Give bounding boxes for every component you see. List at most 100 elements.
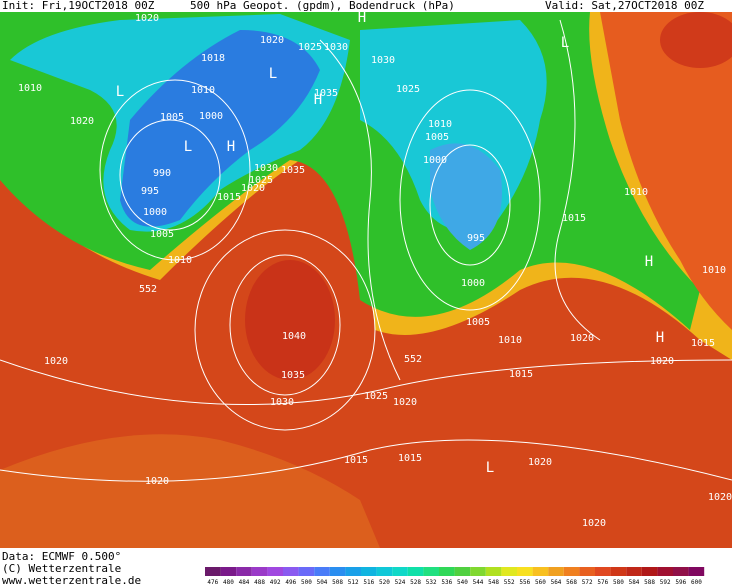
pressure-center: L [184,139,192,155]
isobar-label: 990 [153,168,171,179]
isobar-label: 552 [404,354,422,365]
isobar-label: 1020 [145,476,169,487]
colorbar-label: 512 [348,579,359,586]
colorbar-swatch [579,567,595,576]
colorbar-label: 504 [317,579,328,586]
colorbar-label: 576 [597,579,608,586]
isobar-label: 1010 [18,83,42,94]
init-text: Init: Fri,19OCT2018 00Z [2,0,155,12]
colorbar-swatch [376,567,393,576]
pressure-center: H [656,330,664,346]
colorbar-label: 516 [363,579,374,586]
colorbar-label: 496 [285,579,296,586]
colorbar-swatch [610,567,627,576]
isobar-label: 1035 [281,165,305,176]
colorbar-label: 552 [504,579,515,586]
colorbar-swatch [626,567,642,576]
colorbar-swatch [407,567,424,576]
colorbar-label: 584 [629,579,640,586]
isobars [0,19,732,482]
isobar-label: 1040 [282,331,306,342]
colorbar-swatch [345,567,361,576]
colorbar-swatch [361,567,377,576]
pressure-center: H [314,92,322,108]
isobar-label: 1010 [702,265,726,276]
website: www.wetterzentrale.de [2,574,141,587]
isobar-label: 1010 [624,187,648,198]
isobar-label: 552 [139,284,157,295]
colorbar-swatch [392,567,408,576]
isobar-label: 1015 [691,338,715,349]
colorbar-swatch [470,567,486,576]
isobar-label: 1000 [461,278,485,289]
pressure-center: L [486,460,494,476]
colorbar-swatch [641,567,658,576]
isobar-label: 1035 [281,370,305,381]
colorbar-swatch [329,567,346,576]
colorbar-swatch [532,567,549,576]
colorbar-swatch [267,567,283,576]
isobar-label: 1010 [498,335,522,346]
colorbar-label: 564 [551,579,562,586]
isobar-label: 1020 [241,183,265,194]
pressure-center: H [645,254,653,270]
data-source: Data: ECMWF 0.500° [2,550,121,563]
colorbar-label: 492 [270,579,281,586]
isobar-label: 1020 [570,333,594,344]
isobar-label: 1035 [314,88,338,99]
isobar-label: 1020 [393,397,417,408]
colorbar-swatch [439,567,455,576]
isobar-label: 1020 [70,116,94,127]
colorbar-swatch [673,567,689,576]
colorbar-label: 524 [395,579,406,586]
pressure-center: H [358,10,366,26]
colorbar-swatch [283,567,299,576]
colorbar-label: 580 [613,579,624,586]
pressure-center: H [227,139,235,155]
colorbar-swatch [501,567,517,576]
colorbar-label: 548 [488,579,499,586]
isobar-label: 995 [467,233,485,244]
isobar-label: 1025 [249,175,273,186]
colorbar-swatch [236,567,252,576]
pressure-center: L [116,84,124,100]
colorbar-swatch [688,567,705,576]
colorbar-label: 568 [566,579,577,586]
colorbar-label: 536 [441,579,452,586]
colorbar-swatch [251,567,268,576]
colorbar-swatch [485,567,502,576]
isobar-label: 1018 [201,53,225,64]
isobar-label: 1015 [344,455,368,466]
colorbar-label: 532 [426,579,437,586]
isobar-label: 1010 [168,255,192,266]
map-field [0,12,732,548]
colorbar-label: 596 [675,579,686,586]
colorbar-label: 508 [332,579,343,586]
valid-text: Valid: Sat,27OCT2018 00Z [545,0,704,12]
isobar-label: 1000 [143,207,167,218]
colorbar-swatch [423,567,439,576]
isobar-label: 1020 [260,35,284,46]
colorbar-swatch [314,567,330,576]
pressure-center: L [561,35,569,51]
isobar-label: 1030 [254,163,278,174]
colorbar-swatch [205,567,221,576]
isobar-label: 1030 [324,42,348,53]
isobar-label: 995 [141,186,159,197]
colorbar-label: 500 [301,579,312,586]
isobar-label: 1000 [423,155,447,166]
isobar-label: 1020 [528,457,552,468]
isobar-label: 1010 [428,119,452,130]
map-title: 500 hPa Geopot. (gpdm), Bodendruck (hPa) [190,0,455,12]
isobar-label: 1025 [364,391,388,402]
colorbar-swatch [220,567,237,576]
isobar-label: 1020 [708,492,732,503]
colorbar-label: 544 [473,579,484,586]
colorbar-swatch [595,567,611,576]
pressure-center: L [269,66,277,82]
isobar-label: 1005 [425,132,449,143]
isobar-label: 1005 [466,317,490,328]
isobar-label: 1025 [298,42,322,53]
colorbar-swatch [517,567,533,576]
